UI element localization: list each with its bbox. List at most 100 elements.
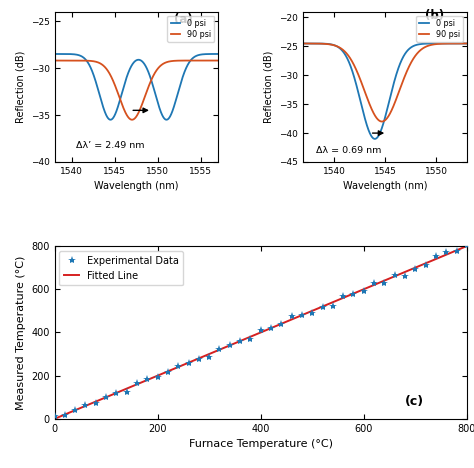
Experimental Data xyxy=(82,402,88,408)
Fitted Line xyxy=(186,360,191,366)
Fitted Line xyxy=(268,325,274,331)
Experimental Data xyxy=(382,281,387,286)
90 psi xyxy=(315,41,321,46)
X-axis label: Furnace Temperature (°C): Furnace Temperature (°C) xyxy=(189,439,333,449)
90 psi xyxy=(220,58,226,63)
Fitted Line xyxy=(175,364,181,370)
Experimental Data xyxy=(444,249,449,255)
Experimental Data xyxy=(114,390,119,396)
Text: Δλ’ = 2.49 nm: Δλ’ = 2.49 nm xyxy=(76,141,145,150)
Fitted Line xyxy=(392,273,398,279)
Experimental Data xyxy=(464,242,470,248)
Fitted Line xyxy=(124,386,129,391)
0 psi xyxy=(64,51,69,57)
Experimental Data xyxy=(310,311,315,316)
Legend: 0 psi, 90 psi: 0 psi, 90 psi xyxy=(167,16,214,42)
Experimental Data xyxy=(361,288,367,293)
Experimental Data xyxy=(433,254,439,259)
Fitted Line xyxy=(93,399,99,404)
Experimental Data xyxy=(175,363,181,369)
Fitted Line xyxy=(289,317,294,322)
Experimental Data xyxy=(52,413,57,419)
Line: Experimental Data: Experimental Data xyxy=(50,241,471,420)
0 psi xyxy=(224,51,229,57)
Fitted Line xyxy=(330,300,336,305)
Text: (a): (a) xyxy=(173,13,192,26)
Text: Δλ = 0.69 nm: Δλ = 0.69 nm xyxy=(316,146,381,155)
90 psi xyxy=(201,58,207,63)
Fitted Line xyxy=(114,390,119,396)
Legend: 0 psi, 90 psi: 0 psi, 90 psi xyxy=(416,16,463,42)
Experimental Data xyxy=(237,338,243,344)
0 psi xyxy=(220,51,226,57)
Experimental Data xyxy=(155,374,160,380)
Experimental Data xyxy=(62,412,68,418)
Experimental Data xyxy=(412,266,418,271)
Fitted Line xyxy=(319,304,325,309)
0 psi xyxy=(74,52,80,58)
Fitted Line xyxy=(423,261,428,266)
Fitted Line xyxy=(165,368,171,374)
Fitted Line xyxy=(247,334,253,340)
90 psi xyxy=(358,79,364,85)
Fitted Line xyxy=(206,351,212,357)
Experimental Data xyxy=(279,322,284,327)
X-axis label: Wavelength (nm): Wavelength (nm) xyxy=(94,182,179,191)
0 psi xyxy=(367,131,373,137)
Text: (b): (b) xyxy=(425,8,445,22)
Fitted Line xyxy=(217,347,222,352)
90 psi xyxy=(74,58,80,63)
Experimental Data xyxy=(299,313,305,318)
Fitted Line xyxy=(412,265,418,271)
0 psi xyxy=(458,41,464,46)
Fitted Line xyxy=(444,252,449,257)
Fitted Line xyxy=(82,403,88,409)
90 psi xyxy=(129,117,135,123)
90 psi xyxy=(379,119,385,124)
Fitted Line xyxy=(145,377,150,383)
Experimental Data xyxy=(72,407,78,413)
Experimental Data xyxy=(145,376,150,382)
Fitted Line xyxy=(402,269,408,275)
Fitted Line xyxy=(361,286,367,292)
Experimental Data xyxy=(103,395,109,400)
Experimental Data xyxy=(319,304,325,310)
0 psi xyxy=(112,111,118,117)
Line: 90 psi: 90 psi xyxy=(46,60,227,120)
Y-axis label: Measured Temperature (°C): Measured Temperature (°C) xyxy=(16,255,26,410)
0 psi xyxy=(120,86,126,92)
Fitted Line xyxy=(454,248,459,253)
Experimental Data xyxy=(247,336,253,342)
Experimental Data xyxy=(340,293,346,299)
90 psi xyxy=(303,41,309,46)
Line: Fitted Line: Fitted Line xyxy=(55,246,467,419)
90 psi xyxy=(458,41,464,46)
Experimental Data xyxy=(423,263,428,268)
90 psi xyxy=(112,83,118,89)
Fitted Line xyxy=(103,395,109,400)
Experimental Data xyxy=(186,360,191,366)
Experimental Data xyxy=(124,389,129,395)
Experimental Data xyxy=(134,380,140,385)
0 psi xyxy=(108,117,113,123)
Fitted Line xyxy=(237,338,243,344)
Fitted Line xyxy=(464,243,470,249)
Y-axis label: Reflection (dB): Reflection (dB) xyxy=(15,51,25,123)
0 psi xyxy=(280,41,286,46)
Y-axis label: Reflection (dB): Reflection (dB) xyxy=(264,51,274,123)
Experimental Data xyxy=(351,292,356,297)
Experimental Data xyxy=(217,346,222,351)
Line: 90 psi: 90 psi xyxy=(283,44,474,122)
Text: (c): (c) xyxy=(405,395,424,408)
Experimental Data xyxy=(93,400,99,406)
Experimental Data xyxy=(402,273,408,278)
Legend: Experimental Data, Fitted Line: Experimental Data, Fitted Line xyxy=(59,251,183,285)
Experimental Data xyxy=(165,369,171,374)
Line: 0 psi: 0 psi xyxy=(283,44,474,139)
Fitted Line xyxy=(196,356,202,361)
90 psi xyxy=(43,58,49,63)
0 psi xyxy=(303,41,309,46)
Line: 0 psi: 0 psi xyxy=(46,54,227,120)
Fitted Line xyxy=(340,295,346,300)
90 psi xyxy=(64,58,69,63)
